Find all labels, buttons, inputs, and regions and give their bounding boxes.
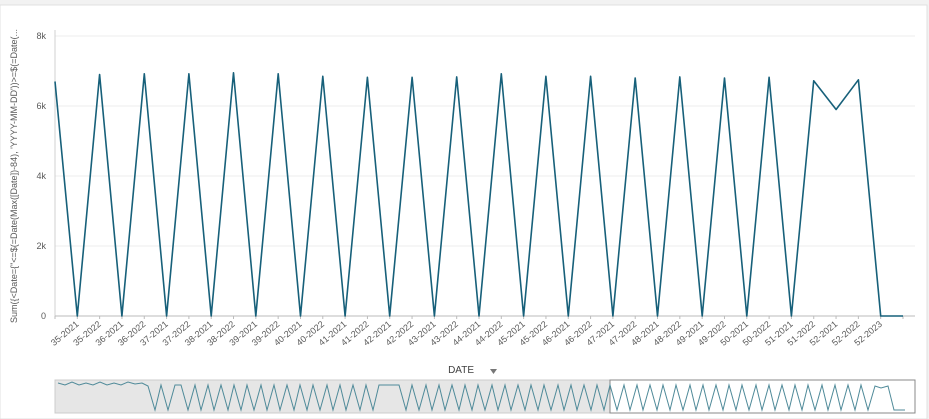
series-line <box>54 72 903 317</box>
y-tick-label: 8k <box>36 31 46 41</box>
navigator[interactable] <box>54 379 916 414</box>
y-axis-label: Sum({<Date={"<=$(=Date(Max([Date])-84), … <box>9 29 19 323</box>
dropdown-arrow[interactable] <box>490 369 497 374</box>
card <box>0 4 928 419</box>
y-tick-label: 0 <box>41 311 46 321</box>
x-axis-label[interactable]: DATE <box>448 365 474 376</box>
y-tick-label: 4k <box>36 171 46 181</box>
y-tick-label: 6k <box>36 101 46 111</box>
y-tick-label: 2k <box>36 241 46 251</box>
